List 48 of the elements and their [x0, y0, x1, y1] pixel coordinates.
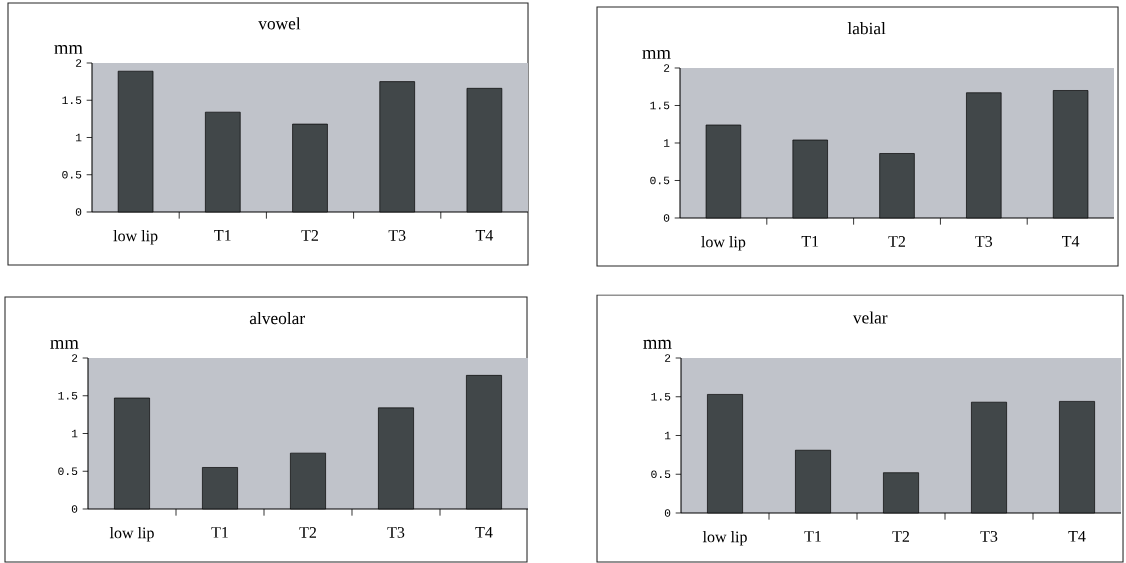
y-axis-title: mm — [54, 45, 83, 54]
y-tick-label: 2 — [663, 64, 670, 72]
y-tick-label: 2 — [71, 354, 78, 362]
x-tick-label: T3 — [975, 236, 993, 247]
y-axis-title: mm — [642, 49, 671, 59]
x-tick-label: T3 — [388, 230, 406, 241]
y-tick-label: 1 — [663, 139, 670, 147]
y-tick-label: 1.5 — [62, 96, 82, 105]
x-tick-label: T3 — [387, 527, 405, 538]
y-tick-label: 1 — [71, 429, 78, 438]
x-tick-label: T3 — [980, 531, 998, 542]
x-tick-label: T4 — [475, 230, 494, 241]
y-axis-title: mm — [50, 339, 79, 349]
x-tick-label: low lip — [109, 527, 154, 542]
y-tick-label: 1.5 — [651, 392, 671, 401]
x-tick-label: T2 — [892, 531, 910, 542]
x-tick-label: T2 — [301, 230, 318, 241]
y-tick-label: 0.5 — [651, 470, 671, 479]
y-tick-label: 1 — [75, 133, 82, 142]
y-axis-title: mm — [643, 339, 672, 349]
x-tick-label: low lip — [702, 531, 747, 546]
y-tick-label: 0 — [664, 509, 671, 517]
y-tick-label: 1.5 — [58, 391, 78, 400]
x-tick-label: low lip — [701, 236, 746, 251]
y-tick-label: 0.5 — [650, 176, 670, 185]
x-tick-label: low lip — [113, 230, 158, 245]
y-tick-label: 0.5 — [58, 467, 78, 476]
x-tick-label: T2 — [299, 527, 316, 538]
y-tick-label: 0 — [663, 214, 670, 222]
y-tick-label: 1.5 — [650, 101, 670, 110]
y-tick-label: 0.5 — [62, 170, 82, 179]
chart-title: velar — [852, 311, 888, 324]
y-tick-label: 0 — [75, 208, 82, 216]
y-tick-label: 2 — [664, 354, 671, 362]
x-tick-label: T4 — [1068, 531, 1086, 542]
x-tick-label: T4 — [475, 527, 493, 538]
chart-title: alveolar — [249, 311, 305, 325]
y-tick-label: 0 — [71, 505, 78, 513]
chart-title: vowel — [258, 17, 301, 30]
y-tick-label: 1 — [664, 431, 671, 440]
x-tick-label: T2 — [888, 236, 906, 247]
chart-title: labial — [847, 22, 886, 35]
x-tick-label: T1 — [804, 531, 821, 542]
x-tick-label: T4 — [1062, 236, 1080, 247]
x-tick-label: T1 — [214, 230, 231, 241]
y-tick-label: 2 — [75, 59, 82, 67]
x-tick-label: T1 — [211, 527, 228, 538]
x-tick-label: T1 — [801, 236, 819, 247]
